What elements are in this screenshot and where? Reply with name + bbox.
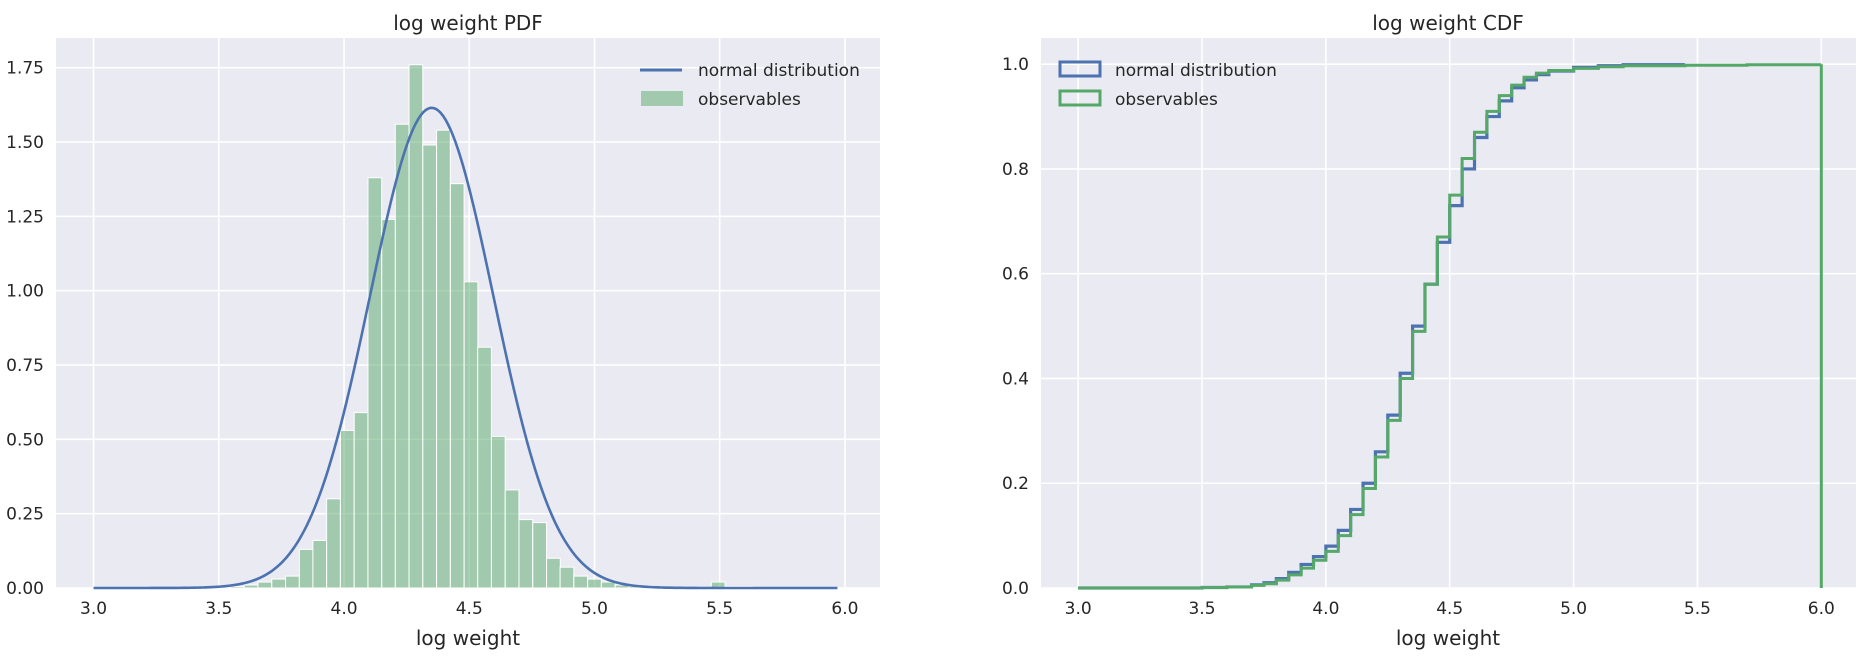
histogram-bar	[490, 435, 506, 589]
cdf-grid	[1041, 38, 1856, 589]
x-tick-label: 5.0	[581, 599, 608, 619]
x-tick-label: 3.0	[1065, 599, 1092, 619]
y-tick-label: 0.00	[6, 579, 44, 599]
histogram-bar	[312, 539, 328, 589]
y-tick-label: 0.6	[1002, 265, 1029, 285]
normal-distribution-line	[93, 106, 838, 590]
legend-normal-outline-swatch	[1058, 60, 1102, 78]
histogram-bar	[353, 412, 369, 589]
histogram-bar	[243, 584, 259, 589]
pdf-title: log weight PDF	[393, 11, 543, 35]
legend-observables-outline-swatch	[1058, 89, 1102, 107]
x-tick-label: 4.5	[1436, 599, 1463, 619]
pdf-legend-label-observables: observables	[698, 90, 801, 110]
cdf-observables-line	[1078, 63, 1823, 590]
histogram-bar	[271, 578, 287, 589]
pdf-panel: 3.0 3.5 4.0 4.5 5.0 5.5 6.0 0.00 0.25 0.50 0.75 1.…	[6, 11, 880, 650]
cdf-legend-label-observables: observables	[1115, 90, 1218, 110]
histogram-bar	[367, 177, 383, 589]
histogram-bar	[587, 578, 602, 589]
pdf-y-tick-labels: 0.00 0.25 0.50 0.75 1.00 1.25 1.50 1.75	[6, 59, 44, 599]
x-tick-label: 3.0	[80, 599, 107, 619]
y-tick-label: 1.50	[6, 133, 44, 153]
y-tick-label: 0.75	[6, 356, 44, 376]
cdf-title: log weight CDF	[1372, 11, 1524, 35]
y-tick-label: 1.00	[6, 282, 44, 302]
y-tick-label: 1.0	[1002, 55, 1029, 75]
pdf-histogram-bars	[229, 64, 753, 589]
histogram-bar	[546, 557, 561, 589]
cdf-x-tick-labels: 3.0 3.5 4.0 4.5 5.0 5.5 6.0	[1065, 599, 1835, 619]
y-tick-label: 0.8	[1002, 160, 1029, 180]
histogram-bar	[532, 522, 547, 589]
cdf-x-axis-label: log weight	[1396, 626, 1500, 650]
x-tick-label: 4.0	[1312, 599, 1339, 619]
pdf-legend-label-normal: normal distribution	[698, 61, 860, 81]
y-tick-label: 0.0	[1002, 579, 1029, 599]
histogram-bar	[339, 429, 355, 589]
y-tick-label: 0.50	[6, 430, 44, 450]
y-tick-label: 1.25	[6, 207, 44, 227]
histogram-bar	[257, 581, 273, 589]
histogram-bar	[285, 575, 300, 589]
pdf-x-tick-labels: 3.0 3.5 4.0 4.5 5.0 5.5 6.0	[80, 599, 858, 619]
pdf-x-axis-label: log weight	[416, 626, 520, 650]
histogram-bar	[463, 281, 479, 589]
cdf-legend: normal distribution observables	[1058, 60, 1277, 110]
histogram-bar	[422, 144, 438, 589]
cdf-plot-area	[1041, 38, 1856, 588]
x-tick-label: 4.0	[331, 599, 358, 619]
histogram-bar	[573, 575, 589, 589]
x-tick-label: 5.5	[706, 599, 733, 619]
y-tick-label: 0.4	[1002, 369, 1029, 389]
x-tick-label: 6.0	[831, 599, 858, 619]
y-tick-label: 1.75	[6, 59, 44, 79]
histogram-bar	[504, 489, 520, 589]
histogram-bar	[436, 129, 451, 589]
y-tick-label: 0.2	[1002, 474, 1029, 494]
x-tick-label: 3.5	[1188, 599, 1215, 619]
histogram-bar	[449, 183, 465, 589]
x-tick-label: 5.5	[1684, 599, 1711, 619]
histogram-bar	[229, 586, 245, 589]
histogram-bar	[381, 218, 396, 589]
cdf-legend-label-normal: normal distribution	[1115, 61, 1277, 81]
histogram-bar	[298, 548, 314, 589]
histogram-bar	[408, 64, 424, 589]
x-tick-label: 3.5	[205, 599, 232, 619]
x-tick-label: 5.0	[1560, 599, 1587, 619]
histogram-bar	[326, 498, 341, 589]
histogram-bar	[600, 581, 616, 589]
histogram-bar	[394, 123, 410, 589]
legend-observables-patch-swatch	[641, 91, 683, 106]
histogram-bar	[477, 346, 492, 589]
cdf-y-tick-labels: 0.0 0.2 0.4 0.6 0.8 1.0	[1002, 55, 1029, 599]
histogram-bar	[559, 566, 575, 589]
pdf-legend: normal distribution observables	[640, 61, 860, 110]
histogram-bar	[518, 519, 534, 589]
cdf-step-lines	[1078, 63, 1823, 590]
cdf-panel: 3.0 3.5 4.0 4.5 5.0 5.5 6.0 0.0 0.2 0.4 0.6 0.8 1.0…	[1002, 11, 1856, 650]
pdf-normal-curve	[93, 106, 838, 590]
y-tick-label: 0.25	[6, 505, 44, 525]
x-tick-label: 6.0	[1808, 599, 1835, 619]
x-tick-label: 4.5	[456, 599, 483, 619]
